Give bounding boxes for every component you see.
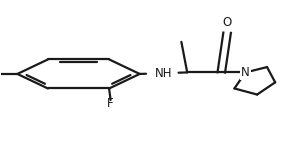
Text: F: F <box>107 97 114 110</box>
Text: NH: NH <box>155 67 172 80</box>
Text: N: N <box>241 66 250 79</box>
Text: O: O <box>223 16 232 29</box>
